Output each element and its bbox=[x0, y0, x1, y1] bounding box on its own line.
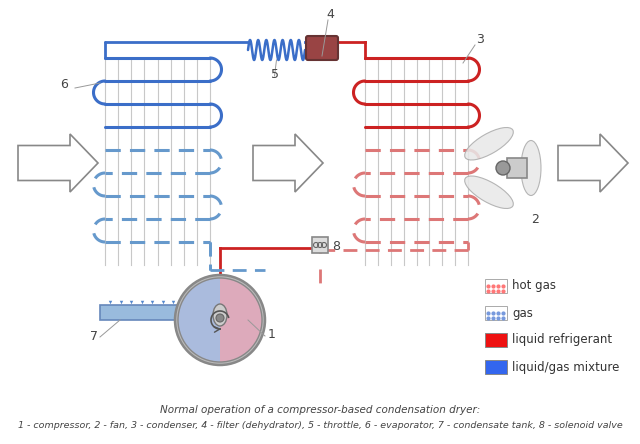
Bar bbox=[485, 333, 507, 347]
Text: gas: gas bbox=[512, 306, 533, 320]
Circle shape bbox=[216, 314, 224, 322]
Text: liquid refrigerant: liquid refrigerant bbox=[512, 333, 612, 346]
Text: 7: 7 bbox=[90, 330, 98, 343]
Bar bbox=[485, 279, 507, 293]
Bar bbox=[312, 237, 328, 253]
Text: 8: 8 bbox=[332, 240, 340, 253]
Text: 4: 4 bbox=[326, 8, 334, 21]
Bar bbox=[507, 158, 527, 178]
Wedge shape bbox=[220, 278, 262, 362]
Polygon shape bbox=[253, 134, 323, 192]
Ellipse shape bbox=[213, 304, 227, 326]
Text: 5: 5 bbox=[271, 68, 280, 81]
Bar bbox=[100, 305, 225, 320]
Circle shape bbox=[175, 275, 265, 365]
Text: 6: 6 bbox=[60, 78, 68, 91]
Circle shape bbox=[496, 161, 510, 175]
Wedge shape bbox=[178, 278, 220, 362]
FancyBboxPatch shape bbox=[306, 36, 338, 60]
Text: 2: 2 bbox=[531, 213, 539, 226]
Polygon shape bbox=[18, 134, 98, 192]
Ellipse shape bbox=[465, 127, 513, 160]
Text: liquid/gas mixture: liquid/gas mixture bbox=[512, 361, 620, 373]
Text: 1 - compressor, 2 - fan, 3 - condenser, 4 - filter (dehydrator), 5 - throttle, 6: 1 - compressor, 2 - fan, 3 - condenser, … bbox=[18, 420, 622, 429]
Ellipse shape bbox=[521, 140, 541, 195]
Bar bbox=[485, 360, 507, 374]
Text: hot gas: hot gas bbox=[512, 280, 556, 293]
Ellipse shape bbox=[465, 176, 513, 209]
Text: 1: 1 bbox=[268, 328, 276, 341]
Bar bbox=[485, 306, 507, 320]
Polygon shape bbox=[558, 134, 628, 192]
Text: 3: 3 bbox=[476, 33, 484, 46]
Text: Normal operation of a compressor-based condensation dryer:: Normal operation of a compressor-based c… bbox=[160, 405, 480, 415]
